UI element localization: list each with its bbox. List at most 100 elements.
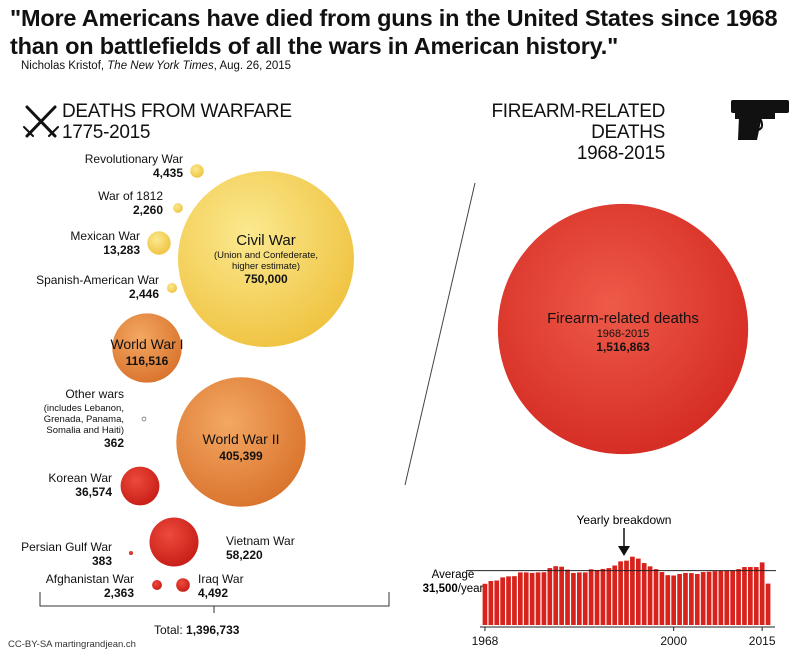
bar-2006 [706,571,712,625]
bubble-war-of-1812 [173,203,183,213]
label-korean-war: Korean War 36,574 [48,471,112,499]
warfare-period: 1775-2015 [62,122,151,143]
bar-1993 [630,556,635,625]
average-value: 31,500/year [423,583,484,595]
bar-1971 [500,577,505,625]
bar-2009 [724,571,730,625]
bar-2012 [742,567,747,625]
label-revolutionary-war: Revolutionary War 4,435 [85,152,184,180]
tick-label-2000: 2000 [660,634,687,648]
bubble-other-wars [141,416,147,422]
bubble-civil-war [178,171,354,347]
bar-1997 [653,569,659,625]
bar-1992 [624,560,629,625]
attribution-author: Nicholas Kristof, [21,60,108,72]
bar-1969 [488,581,494,625]
bar-2013 [748,567,753,625]
warfare-title: DEATHS FROM WARFARE [62,101,292,122]
total-label: Total: 1,396,733 [154,623,240,637]
bubble-world-war-i [112,313,182,383]
bar-1968 [482,583,488,625]
label-world-war-i: World War I 116,516 [110,336,183,368]
label-civil-war: Civil War (Union and Confederate, higher e… [214,232,318,286]
bar-1985 [582,572,588,625]
attribution-publication: The New York Times [107,60,214,72]
bar-1986 [588,569,594,625]
bar-1988 [600,568,606,625]
bubble-spanish-american-war [166,282,178,294]
bar-2003 [689,573,694,625]
label-firearm-deaths: Firearm-related deaths 1968-2015 1,516,863 [547,310,699,354]
bar-1976 [529,572,535,625]
warfare-bubble-chart: Revolutionary War 4,435 War of 1812 2,260 Me… [21,152,354,600]
average-label: Average [432,569,475,581]
bar-1977 [535,572,541,625]
bubble-world-war-ii [176,377,306,507]
bar-2016 [765,583,771,625]
section-divider [404,182,476,486]
crossed-swords-icon [23,105,59,138]
bar-1979 [547,568,553,625]
bar-1983 [571,572,576,625]
label-war-of-1812: War of 1812 2,260 [98,189,163,217]
bar-1996 [647,566,653,625]
bar-2011 [736,569,741,625]
yearly-bar-chart: 1968 2000 2015 [466,556,776,648]
bubble-iraq-war [176,578,190,592]
bubble-mexican-war [147,231,171,255]
quote-attribution: Nicholas Kristof, The New York Times, Au… [21,60,291,72]
bar-1980 [553,566,559,625]
firearm-title: FIREARM-RELATED DEATHS [491,101,665,143]
bubble-firearm-deaths [497,203,749,455]
bar-1981 [559,566,564,625]
bubble-vietnam-war [149,517,199,567]
bar-1972 [506,576,511,625]
bar-1987 [594,569,600,625]
bar-1982 [565,569,570,625]
label-persian-gulf-war: Persian Gulf War 383 [21,540,112,568]
breakdown-arrow-head [618,546,630,556]
label-iraq-war: Iraq War 4,492 [198,572,244,600]
bar-2014 [753,567,759,625]
bar-1974 [517,572,523,625]
bubble-korean-war [120,466,160,506]
bar-2010 [730,570,736,625]
label-afghanistan-war: Afghanistan War 2,363 [46,572,135,600]
bar-1994 [635,558,641,625]
label-mexican-war: Mexican War 13,283 [70,229,140,257]
bubble-persian-gulf-war [129,551,133,555]
warfare-section-title: DEATHS FROM WARFARE 1775-2015 [62,101,292,143]
bar-1975 [523,572,529,625]
label-vietnam-war: Vietnam War 58,220 [226,534,295,562]
headline-quote: "More Americans have died from guns in t… [10,5,778,59]
bar-1970 [494,580,500,625]
bar-2001 [677,573,682,625]
bar-1973 [512,576,517,625]
bar-2007 [712,571,718,625]
label-other-wars: Other wars (includes Lebanon, Grenada, Pan… [44,387,125,450]
bar-1989 [606,568,612,625]
tick-label-1968: 1968 [472,634,499,648]
firearm-bubble-chart: Firearm-related deaths 1968-2015 1,516,863 [497,203,749,455]
bar-1990 [612,565,618,625]
bar-1978 [541,572,547,625]
license-credit: CC-BY-SA martingrandjean.ch [8,639,136,650]
bar-2004 [694,573,700,625]
bar-1999 [665,575,671,625]
attribution-date: , Aug. 26, 2015 [213,60,292,72]
label-spanish-american-war: Spanish-American War 2,446 [36,273,159,301]
firearm-section-title: FIREARM-RELATED DEATHS 1968-2015 [455,101,665,164]
tick-label-2015: 2015 [749,634,776,648]
firearm-period: 1968-2015 [576,143,665,164]
handgun-icon [731,100,789,140]
bar-1984 [576,572,582,625]
bar-2005 [700,572,706,625]
bubble-afghanistan-war [152,580,162,590]
bar-2015 [759,562,765,625]
bubble-revolutionary-war [190,164,204,178]
bar-2008 [718,570,724,625]
bar-1998 [659,572,665,625]
bar-1995 [641,563,647,625]
label-world-war-ii: World War II 405,399 [202,431,279,463]
